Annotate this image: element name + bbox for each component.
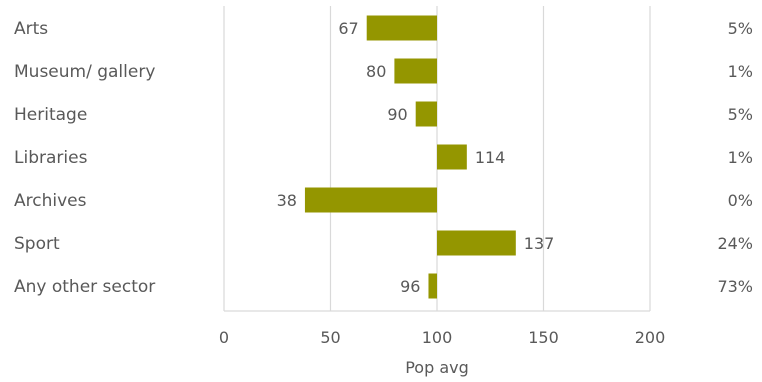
- data-label: 114: [475, 148, 506, 167]
- percent-label: 24%: [717, 234, 753, 253]
- percent-label: 5%: [728, 105, 753, 124]
- category-label: Archives: [14, 191, 87, 211]
- bar-2: [415, 101, 437, 127]
- category-label: Sport: [14, 234, 60, 254]
- bar-1: [394, 58, 437, 84]
- data-label: 96: [400, 277, 420, 296]
- percent-label: 0%: [728, 191, 753, 210]
- category-label: Heritage: [14, 105, 87, 125]
- category-label: Arts: [14, 19, 48, 39]
- x-tick-label-50: 50: [320, 328, 340, 347]
- percent-label: 1%: [728, 62, 753, 81]
- data-label: 80: [366, 62, 386, 81]
- category-labels: Arts Museum/ gallery Heritage Libraries Arch…: [14, 19, 155, 297]
- data-label: 38: [277, 191, 297, 210]
- category-label: Museum/ gallery: [14, 62, 155, 82]
- x-axis-title: Pop avg: [405, 358, 469, 377]
- category-label: Libraries: [14, 148, 88, 168]
- data-label: 90: [387, 105, 407, 124]
- percent-labels: 5% 1% 5% 1% 0% 24% 73%: [717, 19, 753, 296]
- percent-label: 73%: [717, 277, 753, 296]
- bar-0: [366, 15, 437, 41]
- x-tick-label-150: 150: [528, 328, 559, 347]
- bar-3: [437, 144, 467, 170]
- x-tick-label-0: 0: [219, 328, 229, 347]
- x-axis-ticks: 0 50 100 150 200: [219, 328, 665, 347]
- data-label: 67: [338, 19, 358, 38]
- percent-label: 5%: [728, 19, 753, 38]
- bar-6: [428, 273, 437, 299]
- data-label: 137: [524, 234, 555, 253]
- x-tick-label-100: 100: [422, 328, 453, 347]
- bar-series: [304, 15, 516, 299]
- category-label: Any other sector: [14, 277, 155, 297]
- data-labels: 67 80 90 114 38 137 96: [277, 19, 555, 296]
- bar-5: [437, 230, 516, 256]
- bar-4: [304, 187, 437, 213]
- percent-label: 1%: [728, 148, 753, 167]
- x-tick-label-200: 200: [635, 328, 666, 347]
